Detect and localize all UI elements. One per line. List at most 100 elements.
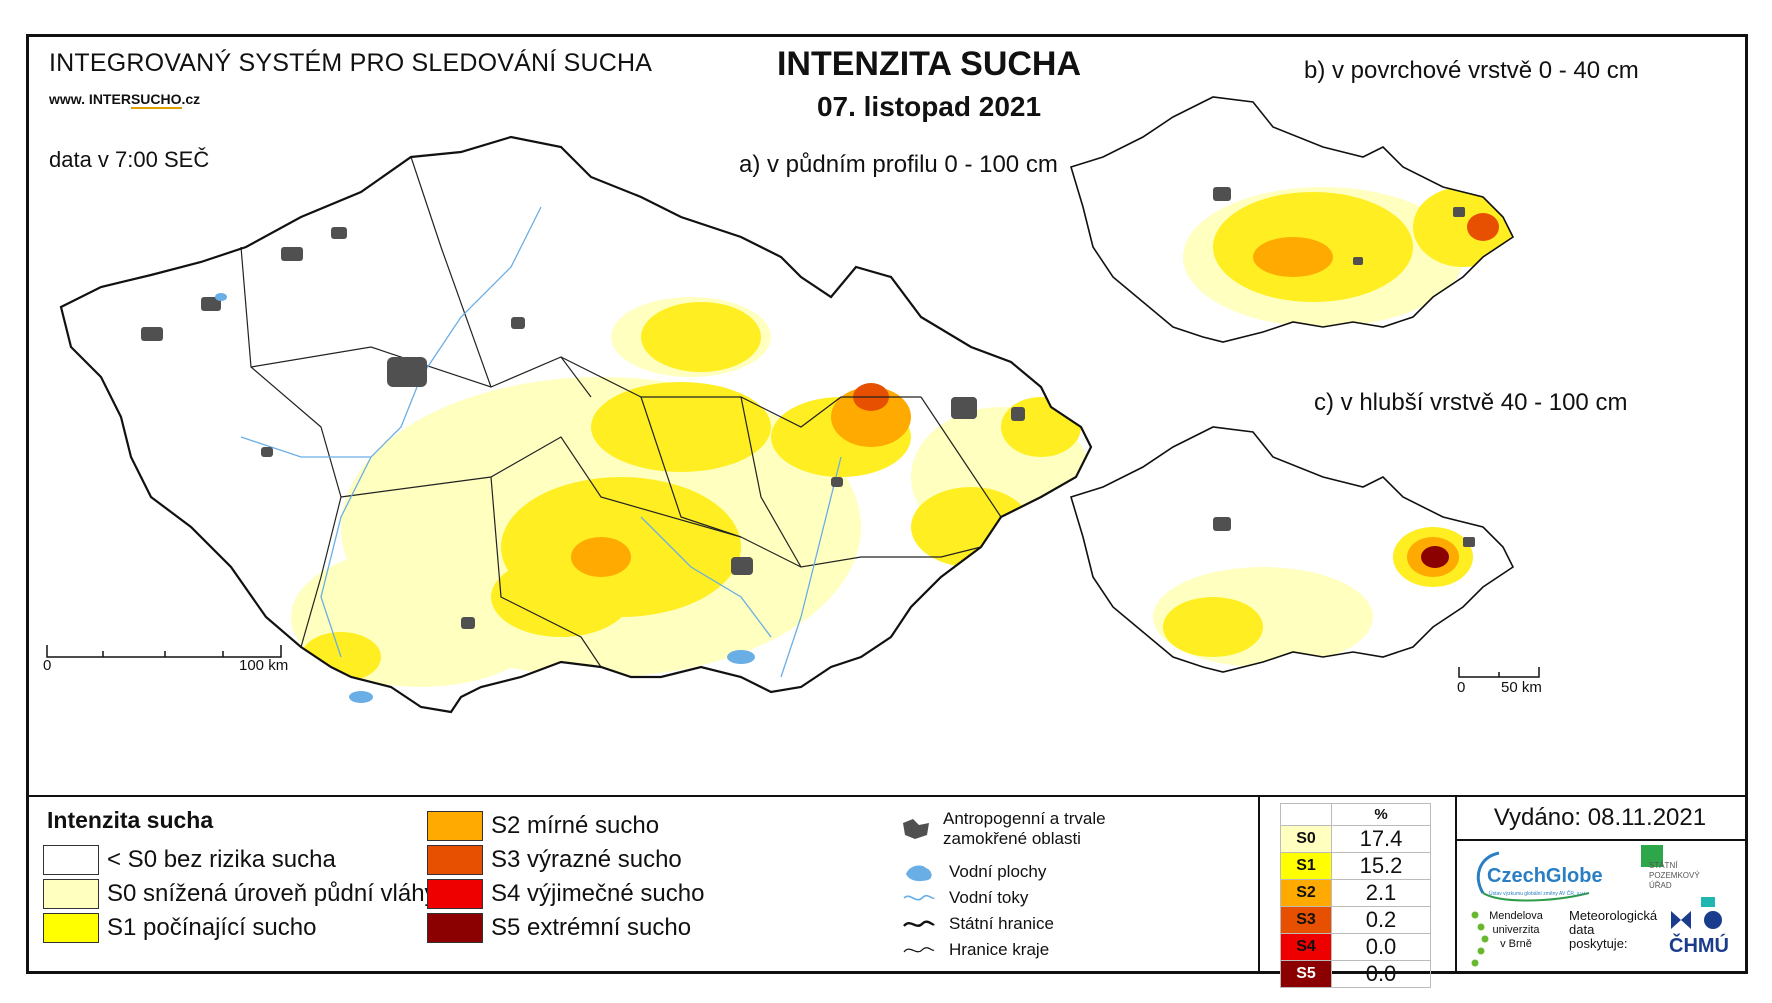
website-suffix: .cz xyxy=(181,91,201,107)
legend-label: < S0 bez rizika sucha xyxy=(107,846,336,873)
legend-item-none: < S0 bez rizika sucha xyxy=(43,845,336,875)
river-icon xyxy=(899,885,939,911)
mendelu-line: v Brně xyxy=(1500,938,1532,950)
pct-code: S1 xyxy=(1280,852,1332,880)
legend-label: Hranice kraje xyxy=(949,940,1050,959)
pct-row: S5 0.0 xyxy=(1280,960,1431,988)
czechglobe-name: CzechGlobe xyxy=(1487,865,1603,887)
data-time: data v 7:00 SEČ xyxy=(49,147,210,172)
czechglobe-swoosh-icon xyxy=(1476,851,1590,902)
legend-label: S5 extrémní sucho xyxy=(491,914,692,941)
scale-main-start: 0 xyxy=(43,657,52,674)
pct-code: S4 xyxy=(1280,933,1332,961)
legend-symbol-water: Vodní plochy xyxy=(899,859,1046,885)
swatch-s5 xyxy=(427,913,483,943)
scale-small-start: 0 xyxy=(1457,679,1466,696)
spu-accent-icon xyxy=(1701,897,1715,907)
pct-header: % xyxy=(1331,803,1431,826)
pct-code: S0 xyxy=(1280,825,1332,853)
legend-item-s3: S3 výrazné sucho xyxy=(427,845,682,875)
met-line: Meteorologická xyxy=(1569,908,1658,923)
spu-mark-icon xyxy=(1641,845,1663,867)
website-highlight: SUCHO xyxy=(130,91,182,109)
legend-label: S2 mírné sucho xyxy=(491,812,660,839)
legend-item-s4: S4 výjimečné sucho xyxy=(427,879,704,909)
swatch-s1 xyxy=(43,913,99,943)
chmu-logo: ČHMÚ xyxy=(1669,909,1729,959)
system-title: INTEGROVANÝ SYSTÉM PRO SLEDOVÁNÍ SUCHA xyxy=(49,49,653,77)
map-a xyxy=(59,135,1093,714)
legend-label: S3 výrazné sucho xyxy=(491,846,682,873)
legend-item-s0: S0 snížená úroveň půdní vláhy xyxy=(43,879,437,909)
swatch-s0 xyxy=(43,879,99,909)
mendelu-dots-icon xyxy=(1471,911,1489,967)
issued-date: Vydáno: 08.11.2021 xyxy=(1455,797,1745,841)
legend-symbol-state-border: Státní hranice xyxy=(899,911,1054,937)
date-label: 07. listopad 2021 xyxy=(816,91,1042,122)
legend-item-s5: S5 extrémní sucho xyxy=(427,913,691,943)
spu-line: STÁTNÍ xyxy=(1649,861,1678,870)
pct-row: S2 2.1 xyxy=(1280,879,1431,907)
scale-small-end: 50 km xyxy=(1501,679,1542,696)
legend-symbol-region-border: Hranice kraje xyxy=(899,937,1049,963)
scale-bar-main xyxy=(46,645,282,658)
map-b-label: b) v povrchové vrstvě 0 - 40 cm xyxy=(1304,57,1639,84)
met-data-text: Meteorologická data poskytuje: xyxy=(1569,909,1657,951)
pct-row: S1 15.2 xyxy=(1280,852,1431,880)
legend-label: Státní hranice xyxy=(949,914,1054,933)
scale-main-end: 100 km xyxy=(239,657,289,674)
mendelu-text: Mendelova univerzita v Brně xyxy=(1481,909,1551,951)
legend-label: Antropogenní a trvale zamokřené oblasti xyxy=(943,809,1106,848)
swatch-none xyxy=(43,845,99,875)
map-b xyxy=(1070,96,1514,343)
spu-line: ÚŘAD xyxy=(1649,881,1672,890)
chmu-mark-icon xyxy=(1671,911,1722,929)
map-c xyxy=(1070,426,1514,673)
pct-value: 2.1 xyxy=(1331,879,1431,907)
legend-label: S1 počínající sucho xyxy=(107,914,317,941)
czechglobe-logo: CzechGlobe Ústav výzkumu globální změny … xyxy=(1469,847,1609,907)
website-prefix: www. INTER xyxy=(49,91,131,107)
pct-value: 17.4 xyxy=(1331,825,1431,853)
region-border-icon xyxy=(899,937,939,963)
website-link[interactable]: www. INTERSUCHO.cz xyxy=(49,91,201,109)
mendelu-line: univerzita xyxy=(1492,924,1540,936)
swatch-s2 xyxy=(427,811,483,841)
pct-code: S5 xyxy=(1280,960,1332,988)
legend-label: Vodní plochy xyxy=(949,862,1047,881)
met-line: poskytuje: xyxy=(1569,936,1628,951)
legend-item-s2: S2 mírné sucho xyxy=(427,811,659,841)
map-a-label: a) v půdním profilu 0 - 100 cm xyxy=(739,151,1058,178)
legend-symbol-urban: Antropogenní a trvale zamokřené oblasti xyxy=(899,809,1159,849)
legend-label: S0 snížená úroveň půdní vláhy xyxy=(107,880,437,907)
pct-row: S3 0.2 xyxy=(1280,906,1431,934)
pct-value: 0.0 xyxy=(1331,933,1431,961)
pct-row: S0 17.4 xyxy=(1280,825,1431,853)
pct-value: 0.2 xyxy=(1331,906,1431,934)
urban-area-icon xyxy=(899,816,933,842)
main-title: INTENZITA SUCHA xyxy=(776,45,1082,83)
pct-code: S3 xyxy=(1280,906,1332,934)
pct-value: 0.0 xyxy=(1331,960,1431,988)
pct-row: S4 0.0 xyxy=(1280,933,1431,961)
czechglobe-subtitle: Ústav výzkumu globální změny AV ČR, v.v.… xyxy=(1489,891,1587,897)
state-border-icon xyxy=(899,911,939,937)
swatch-s3 xyxy=(427,845,483,875)
chmu-name: ČHMÚ xyxy=(1669,935,1729,957)
legend-area: Intenzita sucha < S0 bez rizika sucha S0… xyxy=(29,795,1745,988)
legend-title: Intenzita sucha xyxy=(47,807,214,833)
mendelu-logo: Mendelova univerzita v Brně xyxy=(1469,909,1559,969)
spu-text: STÁTNÍ POZEMKOVÝ ÚŘAD xyxy=(1649,861,1700,891)
spu-logo: STÁTNÍ POZEMKOVÝ ÚŘAD xyxy=(1641,845,1721,907)
spu-line: POZEMKOVÝ xyxy=(1649,871,1700,880)
pct-code: S2 xyxy=(1280,879,1332,907)
mendelu-line: Mendelova xyxy=(1489,910,1543,922)
percent-table: % S0 17.4 S1 15.2 S2 2.1 S3 0.2 S4 0.0 S5 0.0 xyxy=(1280,803,1431,988)
water-body-icon xyxy=(899,859,939,885)
map-frame: INTEGROVANÝ SYSTÉM PRO SLEDOVÁNÍ SUCHA w… xyxy=(26,34,1748,988)
met-line: data xyxy=(1569,922,1595,937)
pct-header-blank xyxy=(1280,803,1332,826)
map-c-label: c) v hlubší vrstvě 40 - 100 cm xyxy=(1314,389,1628,416)
swatch-s4 xyxy=(427,879,483,909)
legend-item-s1: S1 počínající sucho xyxy=(43,913,316,943)
